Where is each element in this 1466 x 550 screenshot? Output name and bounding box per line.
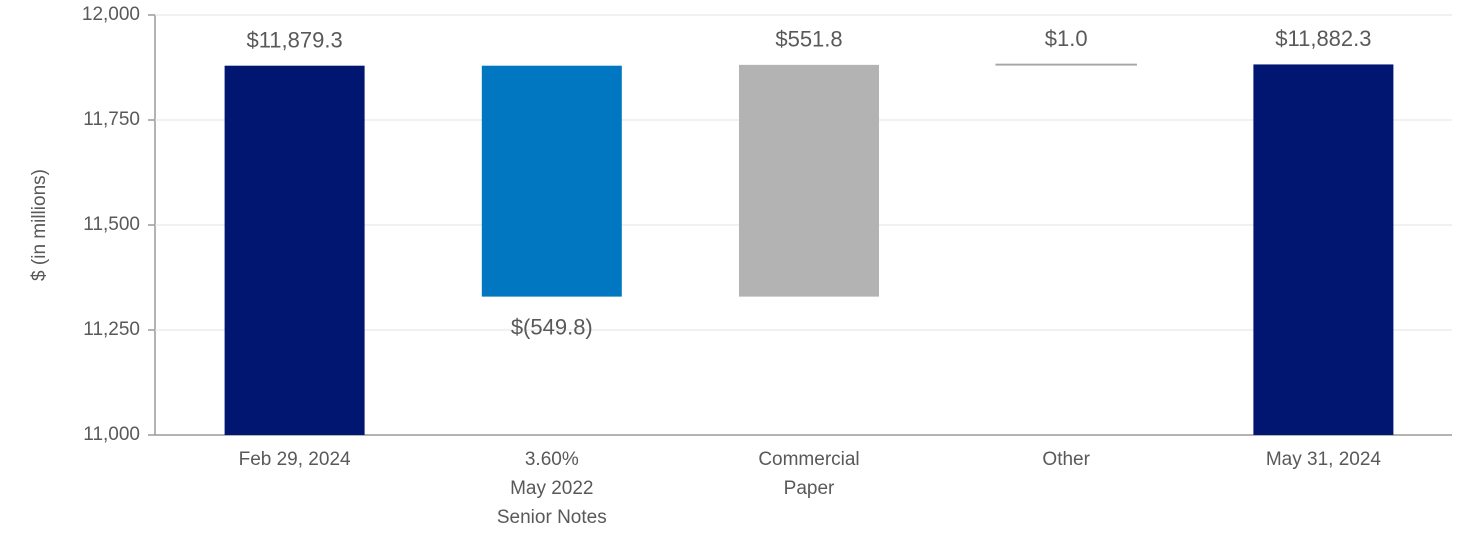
x-tick-label-line: Senior Notes — [497, 507, 607, 528]
y-tick-label: 12,000 — [82, 4, 140, 25]
x-tick-label: 3.60% May 2022 Senior Notes — [497, 449, 607, 528]
value-label: $1.0 — [1045, 26, 1088, 51]
x-tick-label-line: Other — [1042, 449, 1090, 470]
y-tick-label: 11,000 — [83, 424, 140, 445]
x-tick-label: Feb 29, 2024 — [239, 449, 351, 470]
x-tick-label-line: Commercial — [758, 449, 859, 470]
x-tick-label-line: 3.60% — [525, 449, 579, 470]
bar — [224, 65, 365, 435]
bar — [739, 64, 879, 297]
x-tick-label: Other — [1042, 449, 1090, 470]
bar — [481, 65, 622, 297]
y-tick-label: 11,500 — [83, 214, 140, 235]
x-tick-label-line: May 2022 — [510, 478, 593, 499]
x-tick-label: Commercial Paper — [758, 449, 859, 499]
x-tick-label-line: May 31, 2024 — [1266, 449, 1382, 470]
bar — [1253, 64, 1394, 436]
value-label: $551.8 — [775, 27, 842, 52]
x-tick-label-line: Paper — [784, 478, 835, 499]
y-tick-label: 11,750 — [83, 109, 140, 130]
y-axis-label: $ (in millions) — [29, 169, 50, 281]
x-tick-label-line: Feb 29, 2024 — [239, 449, 351, 470]
x-tick-label: May 31, 2024 — [1266, 449, 1382, 470]
value-label: $11,882.3 — [1275, 26, 1371, 51]
value-label: $11,879.3 — [246, 28, 342, 53]
y-tick-label: 11,250 — [83, 319, 140, 340]
value-label: $(549.8) — [511, 314, 593, 339]
